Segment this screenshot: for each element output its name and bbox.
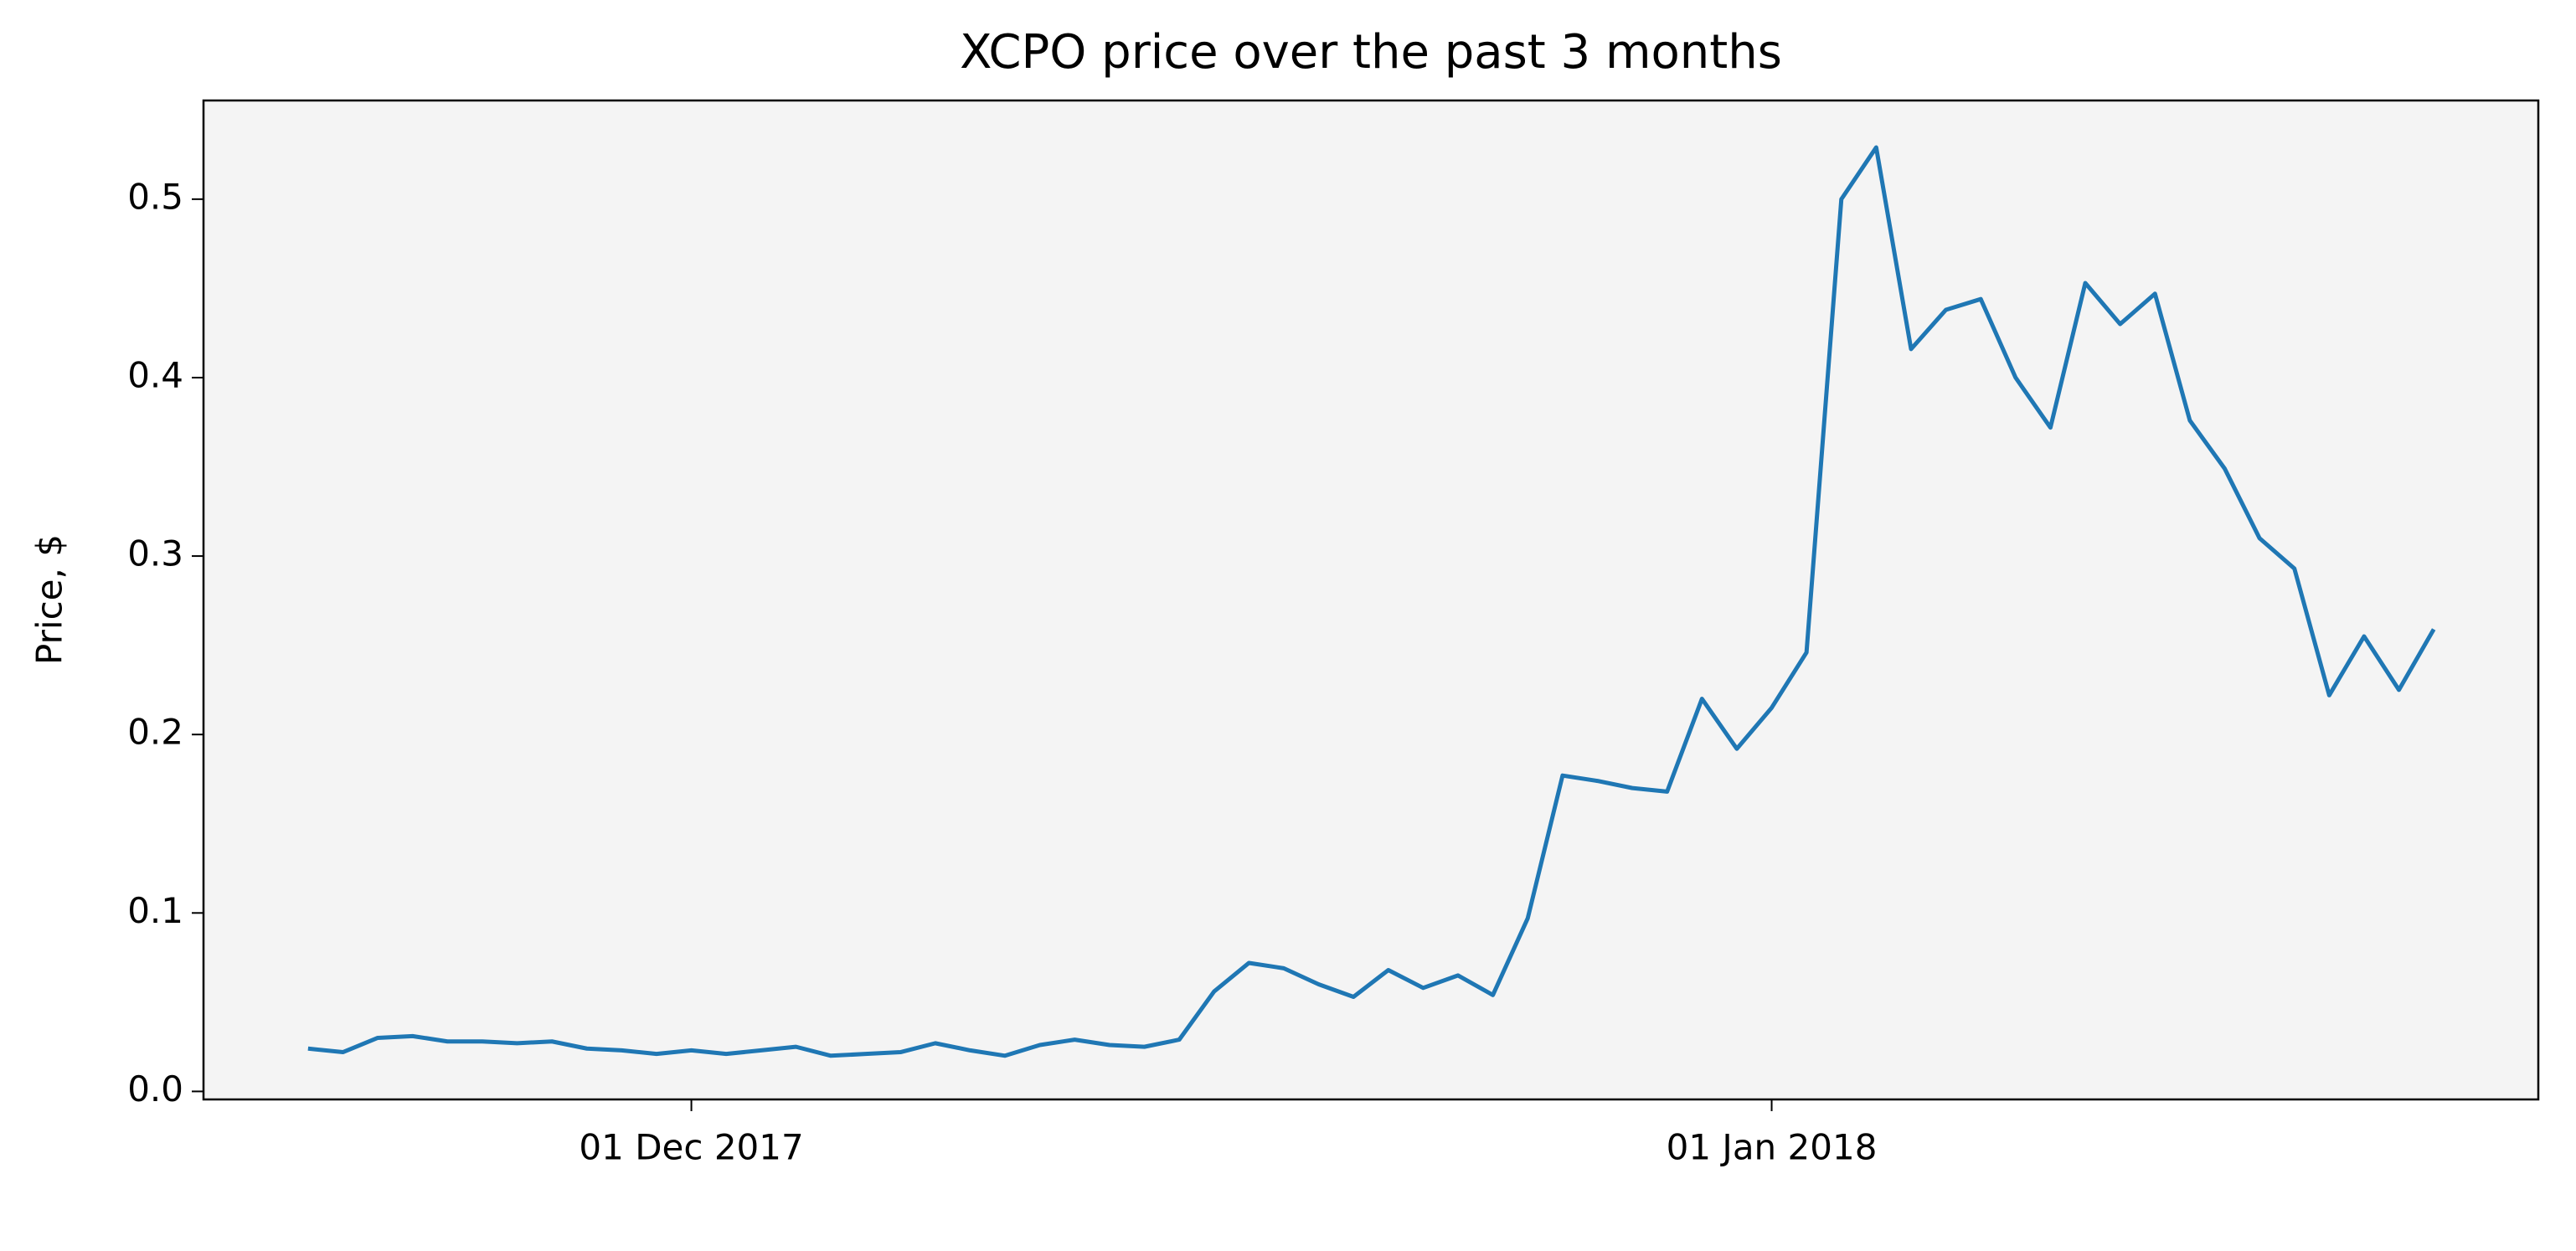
plot-background (204, 100, 2538, 1099)
y-axis-label: Price, $ (29, 534, 70, 665)
y-tick-label: 0.4 (127, 354, 183, 395)
y-tick-label: 0.1 (127, 890, 183, 931)
y-tick-label: 0.3 (127, 533, 183, 574)
y-tick-label: 0.5 (127, 176, 183, 217)
plot-frame (202, 99, 2540, 1101)
y-tick-label: 0.2 (127, 712, 183, 753)
chart-title: XCPO price over the past 3 months (960, 25, 1782, 80)
y-tick-label: 0.0 (127, 1068, 183, 1109)
x-tick-label: 01 Jan 2018 (1667, 1127, 1878, 1168)
price-line (307, 145, 2436, 1058)
x-tick-label: 01 Dec 2017 (579, 1127, 803, 1168)
